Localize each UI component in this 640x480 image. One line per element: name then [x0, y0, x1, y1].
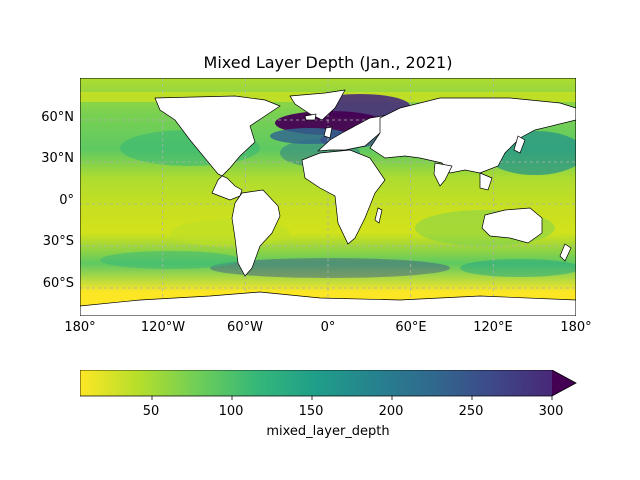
lat-label-60n: 60°N: [0, 110, 74, 125]
lon-label-60w: 60°W: [227, 320, 263, 335]
colorbar-extend-arrow: [552, 370, 576, 396]
lat-label-0: 0°: [0, 193, 74, 208]
colorbar: [80, 370, 580, 400]
colorbar-label: mixed_layer_depth: [80, 424, 576, 439]
mixed-layer-depth-map: [80, 78, 576, 316]
colorbar-tick-300: 300: [539, 404, 564, 419]
lon-label-120w: 120°W: [141, 320, 185, 335]
map-title: Mixed Layer Depth (Jan., 2021): [80, 53, 576, 72]
lon-label-180e: 180°: [560, 320, 591, 335]
colorbar-tick-100: 100: [219, 404, 244, 419]
lon-label-180w: 180°: [64, 320, 95, 335]
colorbar-tick-250: 250: [459, 404, 484, 419]
colorbar-gradient: [80, 370, 552, 396]
map-panel: [80, 78, 576, 316]
lon-label-60e: 60°E: [395, 320, 426, 335]
lon-label-120e: 120°E: [473, 320, 513, 335]
lat-label-30n: 30°N: [0, 151, 74, 166]
lat-label-60s: 60°S: [0, 276, 74, 291]
colorbar-tick-50: 50: [143, 404, 160, 419]
lat-label-30s: 30°S: [0, 234, 74, 249]
colorbar-tick-200: 200: [379, 404, 404, 419]
colorbar-tick-150: 150: [299, 404, 324, 419]
lon-label-0: 0°: [321, 320, 336, 335]
